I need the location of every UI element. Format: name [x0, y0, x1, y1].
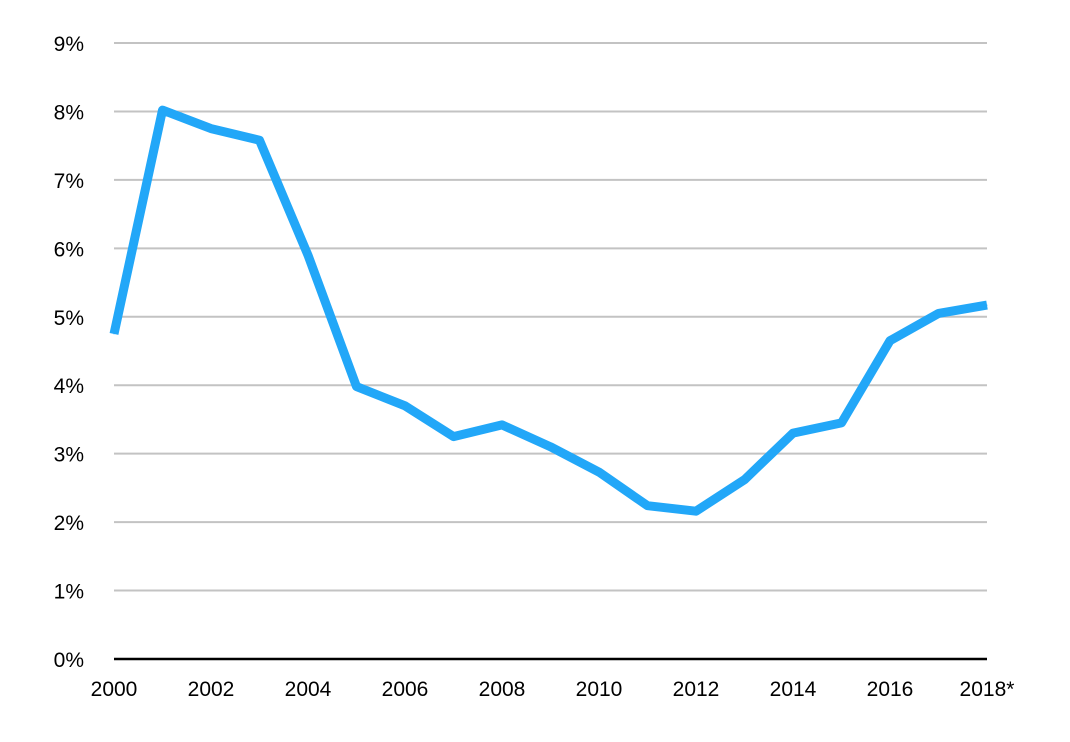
data-point — [501, 424, 503, 426]
data-point — [162, 109, 163, 111]
data-point — [307, 254, 309, 256]
grid — [114, 42, 987, 592]
series-line — [109, 105, 988, 516]
x-tick-label: 2008 — [479, 678, 526, 701]
y-tick-label: 2% — [54, 512, 84, 535]
y-tick-label: 4% — [54, 375, 84, 398]
x-tick-label: 2000 — [91, 678, 138, 701]
data-point — [598, 471, 600, 473]
x-tick-label: 2014 — [770, 678, 817, 701]
y-tick-label: 6% — [54, 238, 84, 261]
data-point — [647, 505, 648, 507]
data-point — [259, 139, 260, 141]
y-axis-tick-labels: 0% 1% 2% 3% 4% 5% 6% 7% 8% 9% — [54, 33, 84, 672]
data-point — [356, 386, 357, 388]
y-tick-label: 8% — [54, 101, 84, 124]
data-point — [938, 312, 939, 314]
data-point — [889, 340, 891, 342]
x-tick-label: 2010 — [576, 678, 623, 701]
data-point — [841, 422, 842, 424]
data-point — [453, 436, 454, 438]
data-point — [792, 432, 794, 434]
x-tick-label: 2018* — [960, 678, 1015, 701]
data-point — [210, 128, 212, 130]
x-tick-label: 2002 — [188, 678, 235, 701]
data-point — [404, 405, 406, 407]
x-tick-label: 2006 — [382, 678, 429, 701]
y-tick-label: 3% — [54, 444, 84, 467]
y-tick-label: 0% — [54, 649, 84, 672]
data-point — [550, 446, 551, 448]
y-tick-label: 9% — [54, 33, 84, 56]
data-point — [986, 304, 988, 306]
y-tick-label: 1% — [54, 581, 84, 604]
data-point — [695, 510, 697, 512]
y-tick-label: 5% — [54, 307, 84, 330]
y-tick-label: 7% — [54, 170, 84, 193]
data-point — [744, 479, 745, 481]
data-point — [113, 333, 115, 335]
x-tick-label: 2016 — [867, 678, 914, 701]
x-tick-label: 2012 — [673, 678, 720, 701]
x-axis-tick-labels: 2000 2002 2004 2006 2008 2010 2012 2014 2016 2018… — [91, 678, 1015, 701]
series-layer — [109, 105, 988, 516]
x-tick-label: 2004 — [285, 678, 332, 701]
